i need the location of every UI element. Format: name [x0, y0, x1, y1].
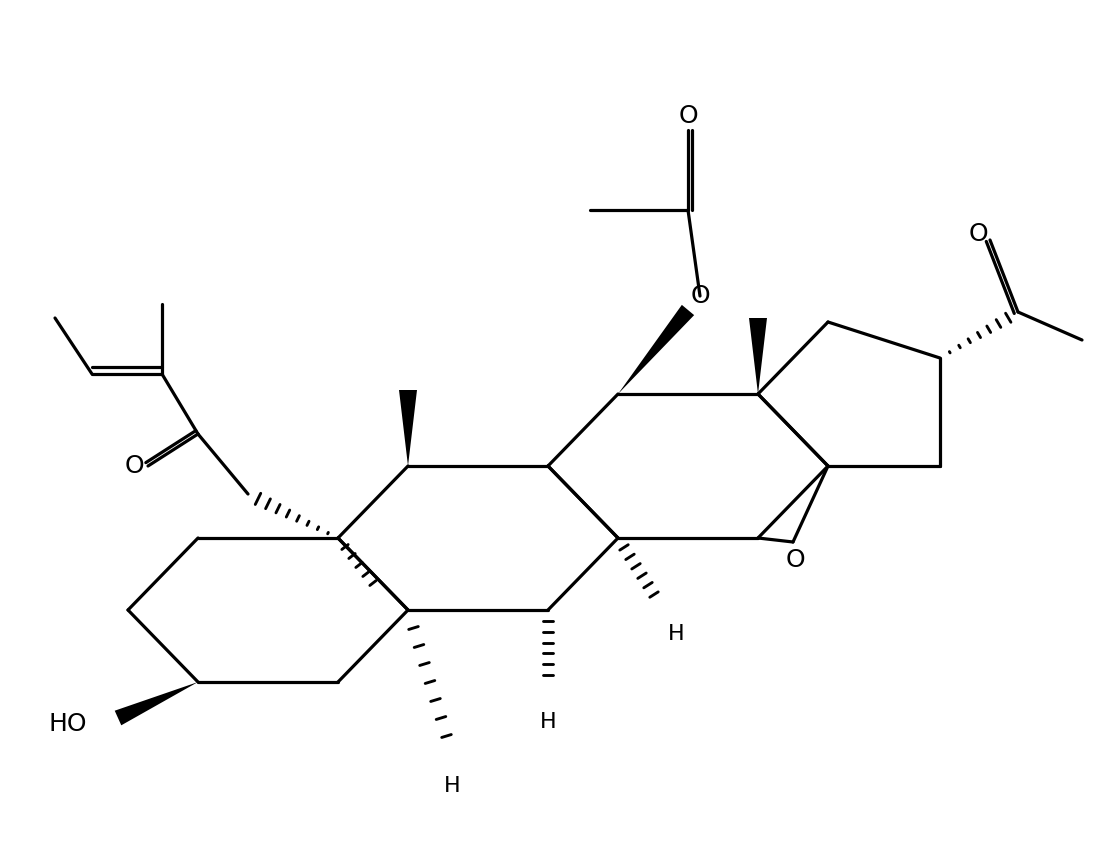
- Polygon shape: [618, 305, 694, 394]
- Text: O: O: [968, 222, 988, 246]
- Polygon shape: [399, 390, 417, 466]
- Text: HO: HO: [49, 712, 87, 736]
- Text: O: O: [679, 104, 698, 128]
- Text: O: O: [690, 284, 710, 308]
- Polygon shape: [749, 318, 767, 394]
- Polygon shape: [114, 682, 198, 725]
- Text: O: O: [124, 454, 143, 478]
- Text: O: O: [785, 548, 805, 572]
- Text: H: H: [668, 624, 684, 644]
- Text: H: H: [540, 712, 557, 732]
- Text: H: H: [444, 776, 460, 796]
